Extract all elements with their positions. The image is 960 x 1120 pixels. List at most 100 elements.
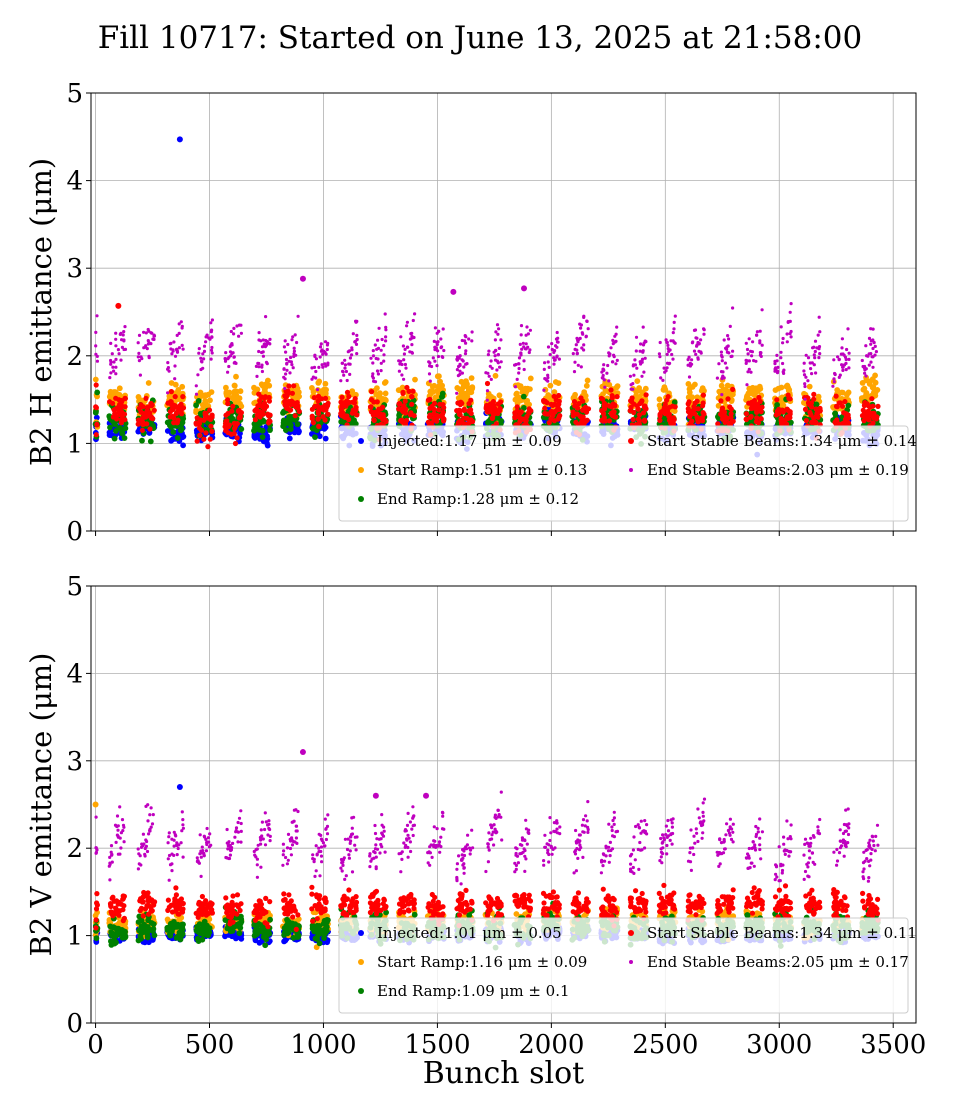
data-point-end-ramp xyxy=(180,415,187,422)
data-point-end-stable-beams xyxy=(467,337,471,341)
data-point-end-stable-beams xyxy=(173,364,177,368)
data-point-start-stable-beams xyxy=(572,403,578,409)
data-point-end-stable-beams xyxy=(210,351,214,355)
data-point-start-stable-beams xyxy=(583,404,589,410)
data-point-end-stable-beams xyxy=(150,331,154,335)
data-point-end-stable-beams xyxy=(517,371,521,375)
data-point-start-stable-beams xyxy=(196,425,203,431)
data-point-end-ramp xyxy=(177,427,184,434)
data-point-start-stable-beams xyxy=(93,432,99,438)
data-point-start-stable-beams xyxy=(295,405,301,411)
data-point-end-stable-beams xyxy=(427,372,432,376)
data-point-start-ramp xyxy=(236,395,243,402)
data-point-start-ramp xyxy=(135,394,142,400)
data-point-end-stable-beams xyxy=(197,347,201,351)
data-point-start-stable-beams xyxy=(780,409,786,415)
outlier-point xyxy=(450,288,457,295)
data-point-end-stable-beams xyxy=(181,347,185,351)
data-point-end-stable-beams xyxy=(486,353,490,357)
data-point-end-stable-beams xyxy=(137,351,141,355)
data-point-end-stable-beams xyxy=(355,352,359,356)
data-point-end-stable-beams xyxy=(572,370,577,374)
data-point-end-stable-beams xyxy=(95,354,99,358)
data-point-end-stable-beams xyxy=(285,362,289,366)
data-point-end-stable-beams xyxy=(692,349,697,353)
data-point-start-stable-beams xyxy=(325,411,331,417)
data-point-end-stable-beams xyxy=(758,329,762,333)
data-point-start-stable-beams xyxy=(266,418,272,424)
data-point-start-stable-beams xyxy=(194,438,200,444)
data-point-end-stable-beams xyxy=(555,354,559,358)
data-point-end-stable-beams xyxy=(579,323,584,327)
data-point-end-stable-beams xyxy=(371,376,375,380)
data-point-end-stable-beams xyxy=(760,343,764,347)
data-point-start-ramp xyxy=(492,372,499,379)
data-point-start-stable-beams xyxy=(256,391,262,397)
data-point-start-stable-beams xyxy=(369,389,375,395)
data-point-end-stable-beams xyxy=(517,362,521,366)
data-point-start-stable-beams xyxy=(409,401,415,407)
data-point-end-ramp xyxy=(117,425,123,431)
data-point-end-stable-beams xyxy=(730,354,734,358)
data-point-end-stable-beams xyxy=(720,393,724,397)
data-point-end-stable-beams xyxy=(575,352,579,356)
data-point-end-stable-beams xyxy=(746,352,750,356)
data-point-start-stable-beams xyxy=(454,408,460,414)
data-point-start-stable-beams xyxy=(410,388,416,394)
data-point-end-stable-beams xyxy=(455,368,459,372)
data-point-start-ramp xyxy=(583,382,590,389)
data-point-end-stable-beams xyxy=(380,337,384,342)
data-point-end-stable-beams xyxy=(694,352,698,356)
data-point-start-stable-beams xyxy=(862,412,868,419)
data-point-end-stable-beams xyxy=(642,370,646,374)
data-point-start-stable-beams xyxy=(628,398,634,404)
data-point-start-ramp xyxy=(785,384,791,391)
data-point-end-stable-beams xyxy=(464,335,468,339)
data-point-end-stable-beams xyxy=(371,349,375,353)
data-point-end-stable-beams xyxy=(515,377,519,381)
data-point-injected xyxy=(322,435,329,442)
data-point-end-stable-beams xyxy=(343,358,347,362)
data-point-start-stable-beams xyxy=(552,401,558,407)
data-point-end-stable-beams xyxy=(194,392,199,396)
data-point-end-stable-beams xyxy=(318,345,323,349)
data-point-start-stable-beams xyxy=(147,426,153,432)
data-point-end-stable-beams xyxy=(235,324,239,328)
data-point-end-stable-beams xyxy=(285,368,289,372)
y-tick-label: 2 xyxy=(66,342,83,372)
data-point-end-stable-beams xyxy=(265,362,269,366)
data-point-end-stable-beams xyxy=(715,376,720,380)
data-point-end-ramp xyxy=(259,434,266,440)
data-point-start-ramp xyxy=(309,385,315,391)
data-point-end-stable-beams xyxy=(615,358,619,362)
data-point-end-stable-beams xyxy=(497,327,501,331)
data-point-start-stable-beams xyxy=(171,420,177,426)
data-point-end-stable-beams xyxy=(552,356,556,360)
data-point-end-stable-beams xyxy=(284,372,288,376)
data-point-end-stable-beams xyxy=(782,368,786,372)
data-point-start-stable-beams xyxy=(748,413,754,420)
data-point-start-ramp xyxy=(547,382,554,389)
data-point-end-stable-beams xyxy=(173,377,177,381)
data-point-end-stable-beams xyxy=(137,333,142,337)
data-point-end-stable-beams xyxy=(657,352,662,356)
data-point-start-stable-beams xyxy=(802,406,809,412)
data-point-end-stable-beams xyxy=(457,345,461,349)
data-point-end-stable-beams xyxy=(785,332,789,336)
data-point-end-stable-beams xyxy=(408,337,412,341)
data-point-start-ramp xyxy=(193,409,200,416)
data-point-end-stable-beams xyxy=(288,371,292,375)
data-point-end-stable-beams xyxy=(432,339,436,343)
data-point-end-stable-beams xyxy=(314,369,318,374)
data-point-end-stable-beams xyxy=(405,324,409,328)
data-point-start-stable-beams xyxy=(862,399,868,406)
data-point-end-stable-beams xyxy=(239,331,243,335)
data-point-end-stable-beams xyxy=(497,346,501,350)
data-point-end-stable-beams xyxy=(846,327,850,331)
data-point-end-stable-beams xyxy=(146,327,150,332)
data-point-start-ramp xyxy=(750,390,756,397)
data-point-end-stable-beams xyxy=(114,337,118,341)
data-point-end-stable-beams xyxy=(172,340,176,344)
data-point-end-ramp xyxy=(280,419,287,426)
